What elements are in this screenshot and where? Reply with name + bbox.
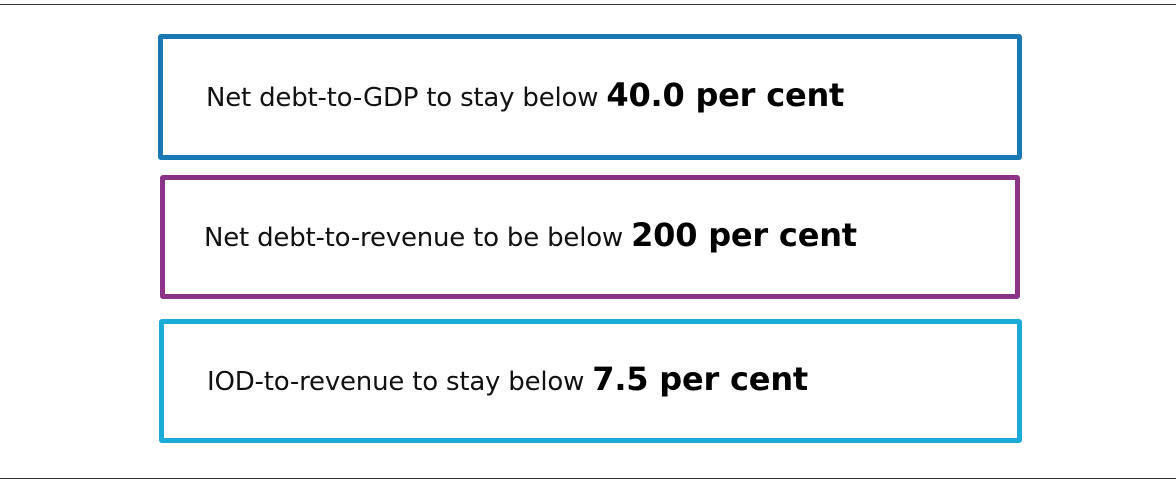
target-box-iod-to-revenue: IOD-to-revenue to stay below 7.5 per cen…	[159, 319, 1022, 443]
target-statement: Net debt-to-GDP to stay below 40.0 per c…	[163, 76, 844, 118]
target-label: Net debt-to-GDP to stay below	[206, 83, 607, 113]
top-divider	[0, 4, 1176, 5]
target-statement: Net debt-to-revenue to be below 200 per …	[165, 216, 857, 258]
target-label: Net debt-to-revenue to be below	[204, 223, 632, 253]
target-box-net-debt-to-gdp: Net debt-to-GDP to stay below 40.0 per c…	[158, 34, 1022, 160]
target-statement: IOD-to-revenue to stay below 7.5 per cen…	[164, 360, 808, 402]
target-value: 40.0 per cent	[606, 76, 845, 114]
target-value: 200 per cent	[631, 216, 857, 254]
target-box-net-debt-to-revenue: Net debt-to-revenue to be below 200 per …	[160, 175, 1020, 299]
target-label: IOD-to-revenue to stay below	[207, 367, 593, 397]
target-value: 7.5 per cent	[592, 360, 808, 398]
bottom-divider	[0, 478, 1176, 479]
